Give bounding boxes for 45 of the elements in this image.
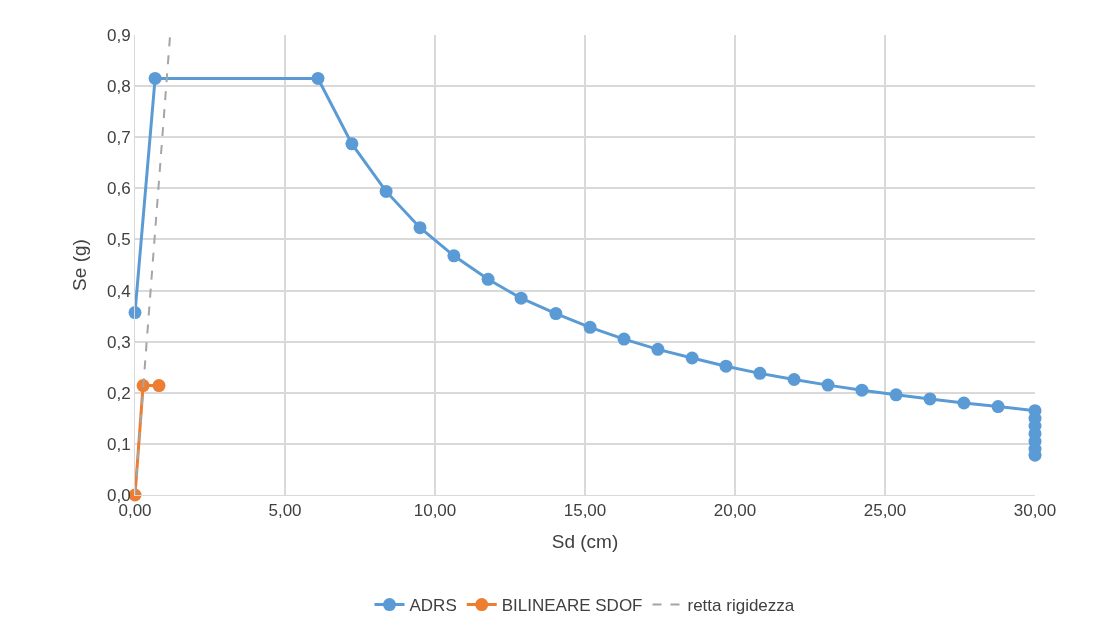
point	[549, 307, 563, 321]
point	[719, 359, 733, 373]
point	[148, 71, 162, 85]
point	[345, 137, 359, 151]
point	[514, 291, 528, 305]
point	[753, 366, 767, 380]
point	[617, 332, 631, 346]
point	[481, 272, 495, 286]
point	[957, 396, 971, 410]
y-tick-label: 0,6	[106, 179, 131, 199]
x-tick-label: 10,00	[413, 501, 457, 521]
x-axis-title: Sd (cm)	[551, 531, 619, 553]
y-tick-label: 0,3	[106, 332, 131, 352]
legend-label: retta rigidezza	[687, 596, 795, 616]
y-tick-label: 0,0	[106, 485, 131, 505]
y-tick-label: 0,2	[106, 383, 131, 403]
point	[651, 342, 665, 356]
point	[991, 400, 1005, 414]
legend-label: ADRS	[409, 596, 457, 616]
point	[447, 249, 461, 263]
y-tick-label: 0,8	[106, 77, 131, 97]
point	[855, 383, 869, 397]
x-tick-label: 15,00	[563, 501, 607, 521]
point	[128, 306, 142, 320]
y-tick-label: 0,4	[106, 281, 131, 301]
point	[889, 388, 903, 402]
point	[685, 351, 699, 365]
y-tick-label: 0,9	[106, 25, 131, 45]
point	[152, 379, 166, 393]
point	[821, 378, 835, 392]
x-tick-label: 20,00	[713, 501, 757, 521]
x-tick-label: 5,00	[268, 501, 302, 521]
y-tick-label: 0,1	[106, 434, 131, 454]
x-tick-label: 30,00	[1013, 501, 1057, 521]
legend-label: BILINEARE SDOF	[501, 596, 643, 616]
point	[583, 320, 597, 334]
point	[923, 392, 937, 406]
point	[379, 184, 393, 198]
y-axis-title: Se (g)	[68, 239, 90, 291]
y-tick-label: 0,5	[106, 230, 131, 250]
point	[413, 221, 427, 235]
x-tick-label: 25,00	[863, 501, 907, 521]
point	[787, 372, 801, 386]
y-tick-label: 0,7	[106, 128, 131, 148]
point	[311, 71, 325, 85]
